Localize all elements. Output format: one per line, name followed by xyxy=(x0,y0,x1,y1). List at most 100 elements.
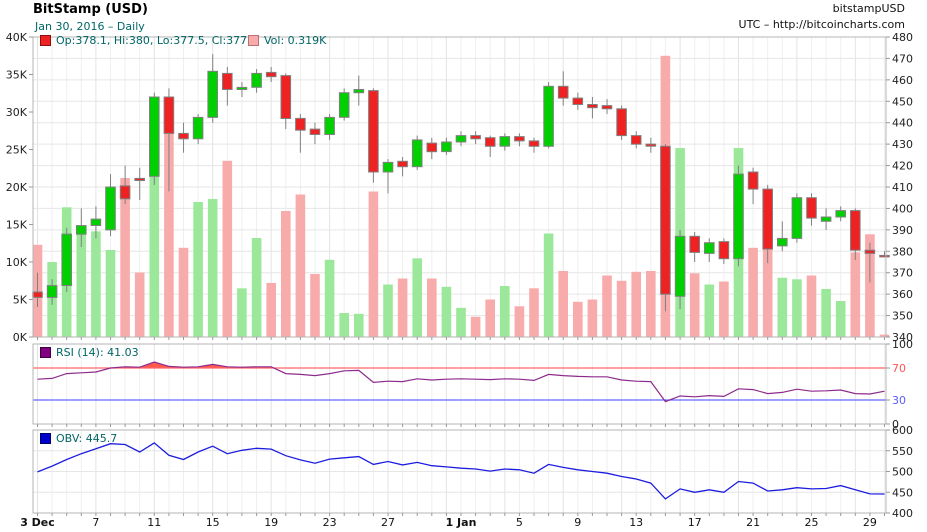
candle-body xyxy=(295,117,306,131)
candle-body xyxy=(265,71,277,78)
candle-body xyxy=(660,145,671,295)
volume-legend-swatch-icon xyxy=(248,35,259,46)
obv-tick-label: 600 xyxy=(892,424,913,437)
volume-bar xyxy=(748,247,758,338)
candle-body xyxy=(543,85,554,147)
volume-bar xyxy=(587,299,598,337)
obv-line xyxy=(37,442,885,500)
x-axis-date-label: 29 xyxy=(863,516,877,529)
rsi-line xyxy=(37,361,885,403)
volume-bar xyxy=(558,271,568,337)
ohlc-legend-label: Op:378.1, Hi:380, Lo:377.5, Cl:377.5 xyxy=(56,34,258,47)
ohlc-legend-swatch-icon xyxy=(40,35,51,46)
volume-bar xyxy=(529,288,539,338)
candle-body xyxy=(441,141,452,153)
obv-tick-label: 400 xyxy=(892,507,913,520)
price-tick-label: 460 xyxy=(892,74,913,87)
volume-tick-label: 25K xyxy=(6,144,28,157)
candle-body xyxy=(207,70,218,118)
candle-body xyxy=(105,186,116,231)
volume-bar xyxy=(777,277,788,338)
volume-bar xyxy=(368,191,379,337)
candle-body xyxy=(61,233,73,287)
candle-body xyxy=(864,249,876,254)
volume-tick-label: 15K xyxy=(6,219,28,232)
candle-body xyxy=(557,85,569,99)
candle-body xyxy=(222,72,233,91)
candle-body xyxy=(178,132,189,140)
candle-body xyxy=(674,235,686,297)
candle-body xyxy=(747,171,759,190)
candle-body xyxy=(777,237,788,247)
x-axis-date-label: 5 xyxy=(516,516,523,529)
volume-bar xyxy=(689,273,700,338)
volume-bar xyxy=(441,286,452,338)
volume-bar xyxy=(602,275,612,337)
candle-body xyxy=(791,197,803,239)
volume-bar xyxy=(427,278,437,337)
rsi-tick-label: 0 xyxy=(892,418,899,431)
volume-bar xyxy=(470,316,481,338)
x-axis-date-label: 7 xyxy=(92,516,99,529)
obv-tick-label: 550 xyxy=(892,445,913,458)
candle-body xyxy=(119,185,131,200)
candle-body xyxy=(762,188,774,250)
candle-body xyxy=(733,173,744,260)
candle-body xyxy=(616,108,627,137)
candle-body xyxy=(90,218,102,227)
volume-bar xyxy=(310,274,320,337)
volume-bar xyxy=(251,238,262,337)
volume-bar xyxy=(339,313,349,337)
candle-body xyxy=(163,96,175,134)
candle-body xyxy=(324,116,335,136)
volume-bar xyxy=(120,178,130,337)
price-tick-label: 410 xyxy=(892,181,913,194)
price-tick-label: 470 xyxy=(892,52,913,65)
rsi-tick-label: 100 xyxy=(892,338,913,351)
candle-body xyxy=(426,142,438,153)
volume-tick-label: 40K xyxy=(6,31,28,44)
ohlc-legend: Op:378.1, Hi:380, Lo:377.5, Cl:377.5 xyxy=(40,34,258,47)
volume-bar xyxy=(806,275,817,337)
volume-bar xyxy=(281,211,291,337)
volume-bar xyxy=(295,194,306,337)
volume-tick-label: 35K xyxy=(6,69,28,82)
volume-bar xyxy=(646,271,656,337)
page-title: BitStamp (USD) xyxy=(33,2,148,17)
candle-body xyxy=(484,137,496,147)
price-tick-label: 340 xyxy=(892,331,913,344)
volume-bar xyxy=(500,286,510,337)
rsi-panel-frame xyxy=(32,343,887,425)
candle-body xyxy=(587,104,598,109)
volume-legend: Vol: 0.319K xyxy=(248,34,326,47)
obv-legend: OBV: 445.7 xyxy=(40,432,117,445)
x-axis-date-label: 19 xyxy=(264,516,278,529)
candle-body xyxy=(76,225,87,235)
volume-bar xyxy=(178,247,189,338)
x-axis-date-label: 15 xyxy=(206,516,220,529)
volume-bar xyxy=(222,160,233,338)
candle-body xyxy=(806,197,817,219)
volume-bar xyxy=(865,234,875,338)
volume-bar xyxy=(704,284,715,337)
obv-tick-label: 450 xyxy=(892,486,913,499)
rsi-tick-label: 30 xyxy=(892,394,906,407)
chart-period-label: Jan 30, 2016 – Daily xyxy=(35,20,145,33)
candle-body xyxy=(382,161,394,173)
x-axis-date-label: 17 xyxy=(688,516,702,529)
volume-bar xyxy=(164,130,174,337)
candle-body xyxy=(470,135,481,140)
candle-body xyxy=(280,75,292,119)
price-tick-label: 430 xyxy=(892,138,913,151)
candle-body xyxy=(514,136,525,142)
volume-tick-label: 20K xyxy=(6,181,28,194)
candle-body xyxy=(455,135,467,143)
volume-bar xyxy=(719,281,729,337)
source-label: UTC – http://bitcoincharts.com xyxy=(738,18,905,31)
candle-body xyxy=(134,177,145,181)
x-axis-date-label: 25 xyxy=(805,516,819,529)
x-axis-date-label: 23 xyxy=(323,516,337,529)
volume-bar xyxy=(616,280,627,338)
volume-bar xyxy=(412,258,422,338)
price-tick-label: 380 xyxy=(892,245,913,258)
